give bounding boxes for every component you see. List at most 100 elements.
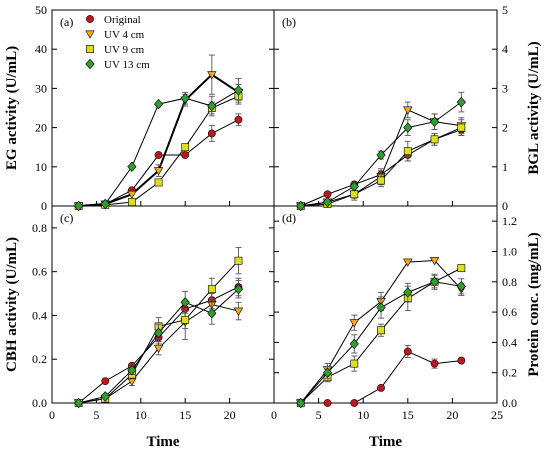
x-axis-title: Time (146, 434, 179, 450)
data-point-uv13 (207, 307, 217, 319)
legend-label: UV 13 cm (104, 59, 150, 71)
x-tick-label: 5 (93, 408, 99, 422)
data-point-uv13 (349, 338, 359, 350)
data-point-uv13 (429, 116, 440, 127)
x-tick-label: 15 (402, 408, 414, 422)
legend-marker-uv4 (85, 30, 95, 39)
y-tick-label: 2 (502, 121, 508, 135)
panel-label: (a) (60, 15, 73, 29)
data-point-uv9 (154, 178, 163, 187)
y-tick-label: 50 (35, 3, 47, 17)
data-point-uv13 (74, 200, 84, 212)
data-point-uv13 (180, 92, 190, 104)
data-point-uv9 (181, 143, 190, 152)
data-point-uv13 (127, 161, 137, 173)
data-point-uv13 (127, 364, 137, 376)
y-tick-label: 0.2 (502, 366, 517, 380)
data-point-uv4 (233, 307, 244, 316)
y-tick-label: 0.2 (32, 352, 47, 366)
x-axis-title: Time (369, 434, 402, 450)
data-point-uv13 (100, 391, 110, 402)
x-tick-label: 15 (179, 408, 191, 422)
x-tick-label: 0 (271, 408, 277, 422)
data-point-uv4 (403, 106, 413, 115)
data-point-uv13 (403, 287, 413, 298)
data-point-uv9 (350, 359, 359, 368)
data-point-original (430, 359, 439, 368)
y-axis-title: BGL activity (U/mL) (526, 41, 542, 174)
y-tick-label: 20 (35, 121, 47, 135)
x-tick-label: 10 (135, 408, 147, 422)
data-point-uv9 (457, 123, 466, 132)
legend-label: Original (104, 14, 141, 26)
data-point-uv4 (127, 190, 137, 200)
y-tick-label: 1 (502, 160, 508, 174)
legend-marker-original (86, 15, 94, 23)
data-point-original (207, 129, 216, 138)
x-tick-label: 0 (49, 408, 55, 422)
y-tick-label: 0.4 (32, 308, 47, 322)
data-point-uv9 (207, 285, 216, 294)
data-point-uv9 (377, 326, 385, 335)
data-point-uv13 (376, 149, 386, 161)
x-tick-label: 10 (357, 408, 369, 422)
y-axis-title: EG activity (U/mL) (4, 46, 20, 170)
data-point-uv13 (153, 327, 164, 339)
x-tick-label: 20 (446, 408, 458, 422)
data-point-uv4 (153, 167, 164, 176)
data-point-uv13 (322, 196, 333, 208)
data-point-original (350, 399, 359, 407)
y-tick-label: 0.8 (32, 221, 47, 235)
legend-marker-uv13 (85, 58, 95, 70)
data-point-original (181, 151, 190, 159)
data-point-original (323, 399, 332, 407)
data-point-uv13 (456, 96, 466, 108)
data-point-original (154, 151, 163, 159)
y-tick-label: 30 (35, 81, 47, 95)
y-tick-label: 10 (35, 160, 47, 174)
data-point-uv13 (296, 397, 306, 409)
y-tick-label: 1.0 (502, 244, 517, 258)
legend-label: UV 9 cm (104, 44, 145, 56)
legend-label: UV 4 cm (104, 29, 145, 41)
data-point-uv4 (403, 258, 413, 267)
data-point-uv9 (377, 176, 385, 185)
y-axis-title: Protein conc. (mg/mL) (526, 232, 542, 376)
data-point-uv13 (233, 283, 244, 295)
y-tick-label: 0 (502, 199, 508, 213)
series-line-uv9 (78, 95, 239, 207)
data-point-original (457, 356, 466, 365)
data-point-uv13 (349, 181, 359, 192)
data-point-original (234, 115, 243, 124)
data-point-uv13 (153, 98, 164, 110)
data-point-uv4 (153, 344, 164, 354)
data-point-uv4 (349, 319, 359, 328)
y-tick-label: 3 (502, 81, 508, 95)
data-point-uv13 (403, 122, 413, 133)
data-point-uv13 (207, 100, 217, 112)
y-tick-label: 0.6 (502, 305, 517, 319)
data-point-uv13 (429, 276, 440, 288)
x-tick-label: 5 (316, 408, 322, 422)
x-tick-label: 20 (224, 408, 236, 422)
data-point-uv13 (296, 200, 306, 212)
data-point-uv13 (233, 85, 244, 96)
y-tick-label: 0.8 (502, 275, 517, 289)
data-point-uv13 (74, 397, 84, 409)
data-point-uv13 (322, 367, 333, 378)
legend-marker-uv9 (86, 45, 94, 53)
panel-label: (b) (282, 15, 296, 29)
y-tick-label: 40 (35, 42, 47, 56)
x-tick-label: 25 (491, 408, 503, 422)
data-point-original (323, 190, 332, 199)
y-tick-label: 5 (502, 3, 508, 17)
y-tick-label: 0.0 (502, 396, 517, 410)
data-point-uv13 (100, 198, 110, 210)
y-axis-title: CBH activity (U/mL) (4, 237, 20, 372)
data-point-uv4 (207, 71, 217, 80)
data-point-uv9 (128, 198, 136, 206)
data-point-original (101, 377, 110, 386)
y-tick-label: 1.2 (502, 214, 517, 228)
data-point-uv9 (457, 264, 466, 273)
